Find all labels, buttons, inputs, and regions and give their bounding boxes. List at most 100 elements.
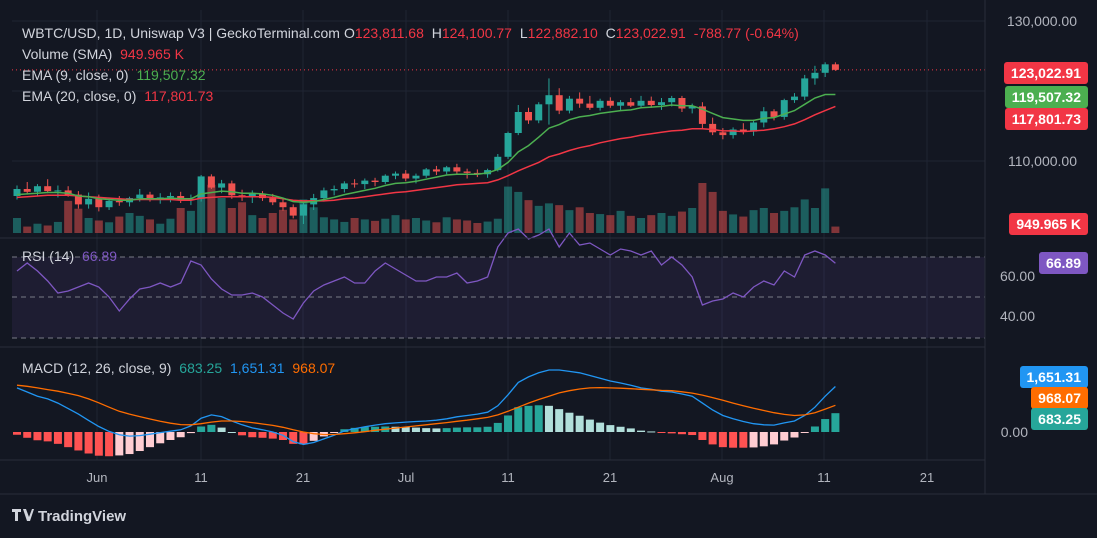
candle-body xyxy=(647,100,655,105)
candle-body xyxy=(545,95,553,105)
ema20-price-tag: 117,801.73 xyxy=(1004,108,1088,130)
candle-body xyxy=(33,186,41,192)
volume-bar xyxy=(207,184,216,233)
volume-bar xyxy=(74,208,83,233)
volume-bar xyxy=(606,215,615,233)
candle-body xyxy=(340,183,348,189)
candle-body xyxy=(299,204,307,216)
rsi-label: RSI (14) xyxy=(22,248,75,264)
ema9-legend[interactable]: EMA (9, close, 0) 119,507.32 xyxy=(22,66,210,84)
low-value: 122,882.10 xyxy=(527,25,598,41)
macd-histogram-bar xyxy=(626,428,635,432)
macd-histogram-bar xyxy=(698,432,707,440)
volume-bar xyxy=(350,218,359,233)
volume-bar xyxy=(739,216,748,233)
volume-bar xyxy=(391,215,400,233)
close-label: C xyxy=(605,25,616,41)
volume-label: Volume (SMA) xyxy=(22,46,113,62)
candle-body xyxy=(361,180,369,185)
macd-histogram-bar xyxy=(555,409,564,432)
volume-bar xyxy=(473,223,482,233)
candle-body xyxy=(709,123,717,133)
macd-hist-price-tag: 683.25 xyxy=(1031,408,1088,430)
volume-bar xyxy=(23,226,32,233)
macd-histogram-bar xyxy=(831,413,840,432)
volume-bar xyxy=(483,221,492,233)
candle-body xyxy=(770,111,778,117)
macd-histogram-bar xyxy=(749,432,758,448)
volume-value: 949.965 K xyxy=(120,46,184,62)
rsi-tick-40: 40.00 xyxy=(999,308,1035,324)
macd-histogram-bar xyxy=(411,427,420,432)
candle-body xyxy=(525,112,532,121)
pane-borders xyxy=(0,0,1097,495)
macd-histogram-bar xyxy=(524,405,533,432)
macd-histogram-bar xyxy=(176,432,185,438)
candle-body xyxy=(330,189,338,191)
rsi-legend[interactable]: RSI (14) 66.89 xyxy=(22,247,121,265)
macd-histogram-bar xyxy=(790,432,799,438)
volume-bar xyxy=(708,191,717,233)
candle-body xyxy=(535,104,543,121)
volume-bar xyxy=(493,218,502,233)
macd-histogram-bar xyxy=(238,432,247,436)
macd-histogram-bar xyxy=(227,432,236,433)
macd-histogram-bar xyxy=(74,432,83,451)
candle-body xyxy=(719,132,727,136)
volume-bar xyxy=(544,203,553,233)
ema9-price-tag: 119,507.32 xyxy=(1004,86,1088,108)
high-value: 124,100.77 xyxy=(441,25,512,41)
macd-histogram-bar xyxy=(677,432,686,435)
volume-bar xyxy=(463,220,472,233)
macd-tick-0: 0.00 xyxy=(1000,424,1028,440)
candle-body xyxy=(351,183,359,185)
x-tick-jul-21: 21 xyxy=(602,470,618,485)
macd-histogram-bar xyxy=(718,432,727,448)
macd-histogram-bar xyxy=(145,432,154,448)
low-label: L xyxy=(519,25,528,41)
ema20-legend[interactable]: EMA (20, close, 0) 117,801.73 xyxy=(22,87,217,105)
x-tick-jul: Jul xyxy=(397,470,415,485)
volume-bar xyxy=(442,217,451,233)
volume-bar xyxy=(585,213,594,233)
macd-histogram-bar xyxy=(504,415,513,432)
tradingview-logo[interactable]: TradingView xyxy=(12,508,126,525)
x-tick-jun-21: 21 xyxy=(295,470,311,485)
macd-histogram-bar xyxy=(688,432,697,436)
candle-body xyxy=(74,194,82,205)
candle-body xyxy=(688,106,696,109)
candle-body xyxy=(514,112,522,133)
candle-body xyxy=(565,98,573,111)
volume-bar xyxy=(749,210,758,233)
candle-body xyxy=(105,200,113,208)
candle-body xyxy=(228,183,236,196)
macd-histogram-bar xyxy=(309,432,318,441)
macd-signal-value: 968.07 xyxy=(292,360,336,376)
volume-bar xyxy=(186,210,195,233)
ema20-label: EMA (20, close, 0) xyxy=(22,88,137,104)
volume-bar xyxy=(688,208,697,233)
rsi-pane xyxy=(12,228,985,339)
candle-body xyxy=(381,175,389,182)
volume-bar xyxy=(616,210,625,233)
macd-histogram-bar xyxy=(186,432,195,434)
macd-legend[interactable]: MACD (12, 26, close, 9) 683.25 1,651.31 … xyxy=(22,359,339,377)
candle-body xyxy=(780,100,788,117)
close-price-tag: 123,022.91 xyxy=(1003,62,1088,84)
volume-bar xyxy=(145,219,154,233)
candle-body xyxy=(729,129,737,136)
macd-histogram-bar xyxy=(534,405,543,432)
candle-body xyxy=(115,200,123,203)
candle-body xyxy=(831,64,839,70)
volume-legend[interactable]: Volume (SMA) 949.965 K xyxy=(22,45,188,63)
macd-histogram-bar xyxy=(166,432,175,440)
candle-body xyxy=(13,189,21,196)
volume-bar xyxy=(452,219,461,233)
volume-bar xyxy=(504,186,513,233)
candle-body xyxy=(412,175,420,179)
candle-body xyxy=(617,102,625,106)
volume-bar xyxy=(514,191,523,233)
volume-bar xyxy=(381,218,390,233)
candle-body xyxy=(790,96,798,101)
